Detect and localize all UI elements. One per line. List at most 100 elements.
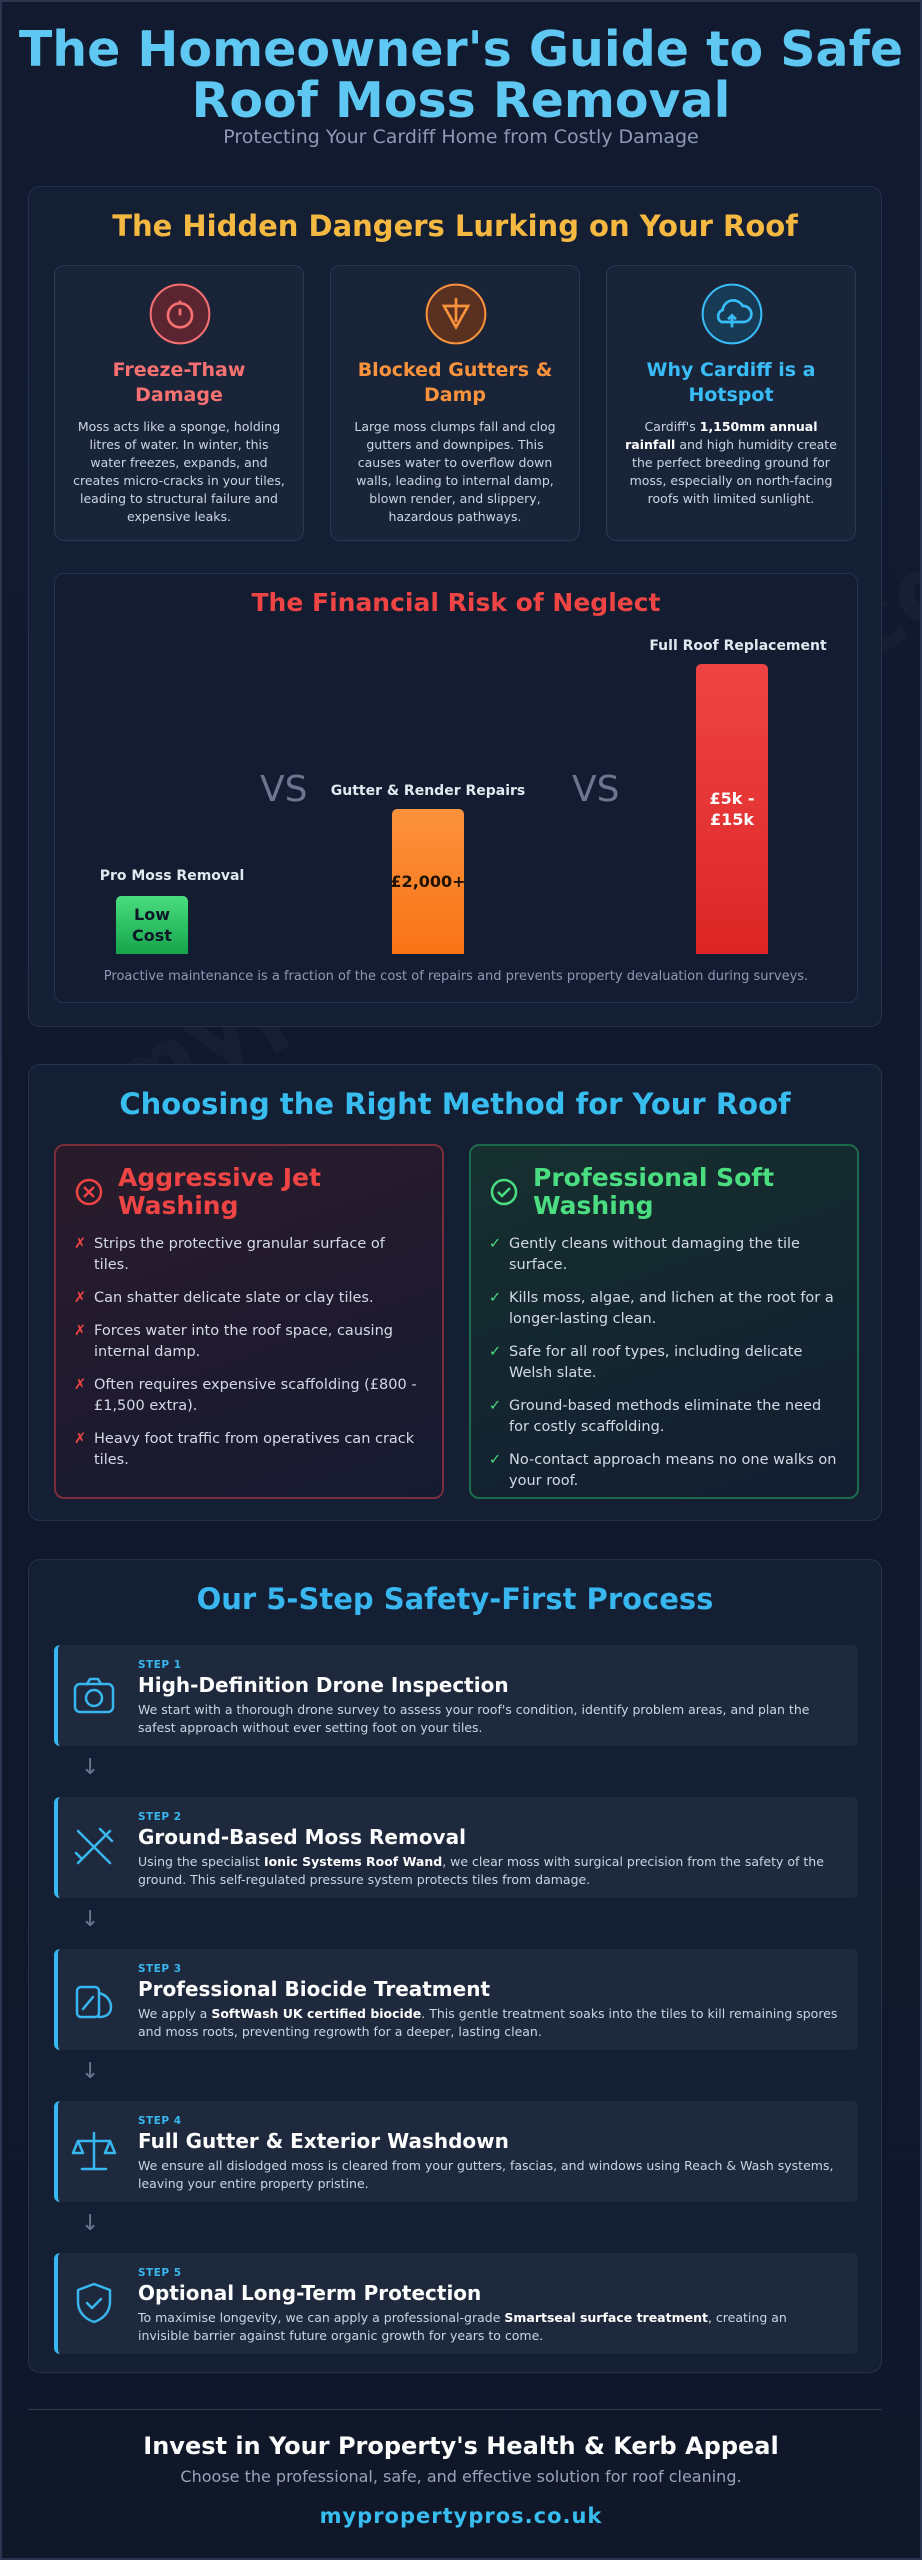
item-marker: ✓ <box>489 1398 502 1414</box>
method-title: Professional Soft Washing <box>533 1163 775 1220</box>
step-number: STEP 3 <box>138 1963 182 1975</box>
step-arrow: ↓ <box>81 1907 100 1932</box>
item-marker: ✓ <box>489 1452 502 1468</box>
page-title: The Homeowner's Guide to Safe Roof Moss … <box>18 21 904 129</box>
bold-text: SoftWash UK certified biocide <box>211 2006 422 2021</box>
item-text: Strips the protective granular surface o… <box>94 1236 385 1273</box>
icon <box>490 1178 518 1206</box>
item-text: Often requires expensive scaffolding (£8… <box>94 1377 417 1414</box>
item-text: Can shatter delicate slate or clay tiles… <box>94 1290 374 1306</box>
card-title: Blocked Gutters & Damp <box>357 359 553 406</box>
step-arrow: ↓ <box>81 1755 100 1780</box>
card-text: Moss acts like a sponge, holding litres … <box>71 418 287 526</box>
text-run: To maximise longevity, we can apply a pr… <box>138 2310 505 2325</box>
divider <box>28 2409 882 2410</box>
vs-label: VS <box>260 769 308 810</box>
icon <box>425 283 487 345</box>
footer-subtitle: Choose the professional, safe, and effec… <box>180 2467 742 2486</box>
text-run: , we clear moss with surgical precision … <box>138 1854 824 1887</box>
step-title: Optional Long-Term Protection <box>138 2281 482 2305</box>
danger-card: Blocked Gutters & Damp Large moss clumps … <box>330 265 580 541</box>
icon <box>76 2282 112 2324</box>
section-title: Our 5-Step Safety-First Process <box>196 1582 714 1616</box>
cost-bar: £5k - £15k <box>696 664 768 954</box>
step-title: Professional Biocide Treatment <box>138 1977 491 2001</box>
cost-bar: Low Cost <box>116 896 188 954</box>
item-marker: ✗ <box>74 1290 87 1306</box>
method-item: ✗ Strips the protective granular surface … <box>74 1234 424 1276</box>
icon <box>71 2131 117 2171</box>
method-item: ✓ Kills moss, algae, and lichen at the ro… <box>489 1288 839 1330</box>
section-title: Choosing the Right Method for Your Roof <box>119 1087 791 1121</box>
cost-bar: £2,000+ <box>390 809 466 954</box>
method-card: Professional Soft Washing ✓ Gently cleans… <box>469 1144 859 1499</box>
item-marker: ✓ <box>489 1290 502 1306</box>
danger-card: Why Cardiff is a Hotspot Cardiff's 1,150m… <box>606 265 856 541</box>
danger-card: Freeze-Thaw Damage Moss acts like a spong… <box>54 265 304 541</box>
method-card: Aggressive Jet Washing ✗ Strips the prote… <box>54 1144 444 1499</box>
step-arrow: ↓ <box>81 2059 100 2084</box>
card-text: Cardiff's 1,150mm annual rainfall and hi… <box>623 418 839 508</box>
item-marker: ✓ <box>489 1344 502 1360</box>
step-text: We ensure all dislodged moss is cleared … <box>138 2157 838 2193</box>
item-text: No-contact approach means no one walks o… <box>509 1452 837 1489</box>
bar-label: Gutter & Render Repairs <box>330 783 526 799</box>
step-text: We start with a thorough drone survey to… <box>138 1701 838 1737</box>
text-run: . This gentle treatment soaks into the t… <box>138 2006 838 2039</box>
item-text: Gently cleans without damaging the tile … <box>509 1236 800 1273</box>
icon <box>74 1827 114 1865</box>
method-item: ✗ Forces water into the roof space, causi… <box>74 1321 424 1363</box>
step-text: Using the specialist Ionic Systems Roof … <box>138 1853 838 1889</box>
item-text: Heavy foot traffic from operatives can c… <box>94 1431 415 1468</box>
step-title: Full Gutter & Exterior Washdown <box>138 2129 509 2153</box>
method-list: ✓ Gently cleans without damaging the tile… <box>489 1234 839 1492</box>
step-title: Ground-Based Moss Removal <box>138 1825 466 1849</box>
text-run: We start with a thorough drone survey to… <box>138 1702 810 1735</box>
vs-label: VS <box>572 769 620 810</box>
card-text: Large moss clumps fall and clog gutters … <box>347 418 563 526</box>
text-run: We apply a <box>138 2006 212 2021</box>
item-marker: ✗ <box>74 1431 87 1447</box>
icon <box>149 283 211 345</box>
method-item: ✓ Ground-based methods eliminate the need… <box>489 1396 839 1438</box>
step-number: STEP 5 <box>138 2267 182 2279</box>
method-item: ✗ Often requires expensive scaffolding (£… <box>74 1375 424 1417</box>
icon <box>73 1677 115 1714</box>
financial-note: Proactive maintenance is a fraction of t… <box>103 969 809 984</box>
bar-label: Pro Moss Removal <box>99 868 245 884</box>
bold-text: 1,150mm annual rainfall <box>625 419 818 452</box>
card-title: Why Cardiff is a Hotspot <box>646 359 816 406</box>
step-text: To maximise longevity, we can apply a pr… <box>138 2309 838 2345</box>
methods-panel: Choosing the Right Method for Your Roof … <box>28 1064 882 1521</box>
process-step: STEP 5 Optional Long-Term Protection To ma… <box>54 2253 858 2354</box>
item-text: Forces water into the roof space, causin… <box>94 1323 393 1360</box>
process-step: STEP 2 Ground-Based Moss Removal Using the… <box>54 1797 858 1898</box>
text-run: Cardiff's <box>644 419 700 434</box>
item-marker: ✗ <box>74 1236 87 1252</box>
section-title: The Hidden Dangers Lurking on Your Roof <box>112 209 798 243</box>
item-marker: ✗ <box>74 1323 87 1339</box>
item-marker: ✗ <box>74 1377 87 1393</box>
card-title: Freeze-Thaw Damage <box>112 359 246 406</box>
bold-text: Ionic Systems Roof Wand <box>263 1854 443 1869</box>
financial-title: The Financial Risk of Neglect <box>251 588 661 617</box>
item-text: Kills moss, algae, and lichen at the roo… <box>509 1290 834 1327</box>
process-panel: Our 5-Step Safety-First Process STEP 1 Hi… <box>28 1559 882 2373</box>
method-item: ✗ Can shatter delicate slate or clay tile… <box>74 1288 424 1309</box>
page-subtitle: Protecting Your Cardiff Home from Costly… <box>223 126 699 148</box>
item-text: Safe for all roof types, including delic… <box>509 1344 803 1381</box>
method-item: ✗ Heavy foot traffic from operatives can … <box>74 1429 424 1471</box>
method-item: ✓ Gently cleans without damaging the tile… <box>489 1234 839 1276</box>
text-run: Using the specialist <box>138 1854 264 1869</box>
icon <box>75 1178 103 1206</box>
step-text: We apply a SoftWash UK certified biocide… <box>138 2005 838 2041</box>
process-step: STEP 3 Professional Biocide Treatment We a… <box>54 1949 858 2050</box>
icon <box>75 1985 113 2019</box>
process-step: STEP 1 High-Definition Drone Inspection We… <box>54 1645 858 1746</box>
dangers-panel: The Hidden Dangers Lurking on Your Roof … <box>28 186 882 1027</box>
financial-box: The Financial Risk of Neglect Pro Moss R… <box>54 573 858 1003</box>
footer-url: mypropertypros.co.uk <box>319 2504 603 2528</box>
icon <box>701 283 763 345</box>
text-run: and high humidity create the perfect bre… <box>629 437 837 506</box>
